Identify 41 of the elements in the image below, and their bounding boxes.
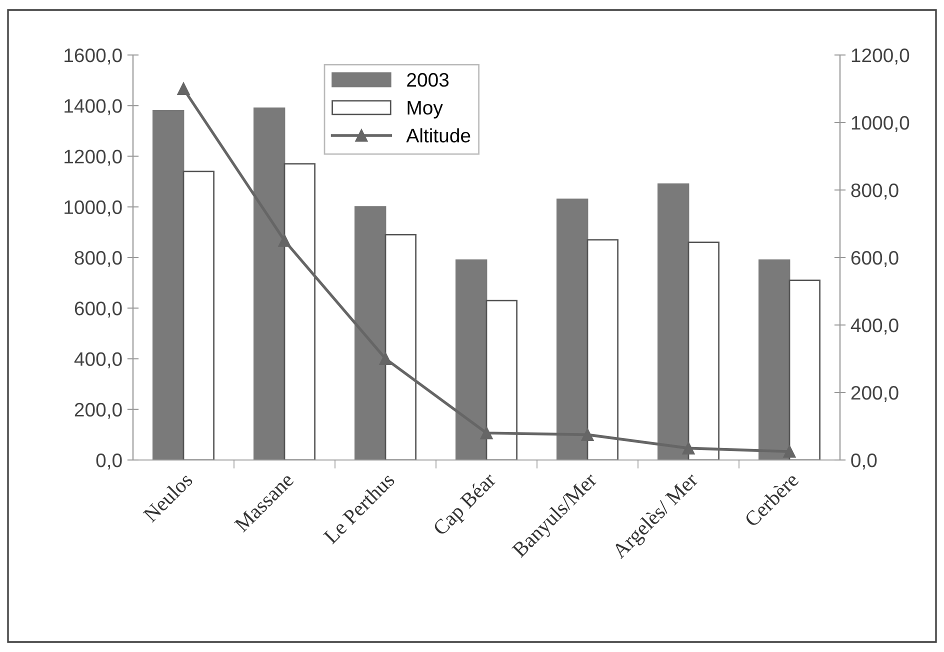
- y-tick-label: 600,0: [74, 302, 122, 318]
- y2-tick-label: 0,0: [851, 453, 877, 470]
- point: [581, 428, 594, 441]
- y2-tick-label: 600,0: [851, 250, 898, 268]
- point: [177, 82, 190, 95]
- point: [783, 445, 796, 458]
- y-tick-label: 1600,0: [64, 48, 122, 65]
- legend-label: Moy: [408, 101, 443, 118]
- bar: [284, 163, 316, 460]
- bar: [788, 280, 820, 460]
- bar: [384, 234, 416, 460]
- y-tick-label: 1000,0: [64, 200, 122, 216]
- y2-tick-label: 800,0: [851, 183, 898, 200]
- y-tick-label: 800,0: [74, 250, 122, 268]
- point: [682, 442, 695, 454]
- legend-label: Altitude: [406, 128, 470, 142]
- legend-label: 2003: [407, 73, 449, 87]
- bar: [152, 110, 184, 460]
- y-tick-label: 0,0: [96, 453, 122, 470]
- bar: [556, 198, 588, 460]
- bar: [688, 242, 720, 460]
- y2-tick-label: 1200,0: [852, 48, 910, 65]
- bar: [758, 259, 790, 460]
- bar: [658, 183, 690, 460]
- point: [480, 426, 493, 440]
- x-tick-label: Cap Béar: [432, 471, 500, 540]
- bar: [354, 206, 386, 460]
- y-tick-label: 400,0: [74, 352, 122, 368]
- y-tick-label: 1200,0: [64, 150, 122, 166]
- y-tick-label: 1400,0: [64, 99, 122, 116]
- y2-tick-label: 400,0: [850, 318, 898, 335]
- point: [379, 352, 392, 365]
- y2-tick-label: 1000,0: [852, 116, 910, 132]
- bar: [254, 107, 286, 460]
- bar: [586, 239, 618, 460]
- y-tick-label: 200,0: [74, 402, 122, 419]
- bar: [486, 300, 518, 460]
- point: [278, 234, 291, 247]
- bar: [456, 259, 488, 460]
- y2-tick-label: 200,0: [851, 386, 898, 402]
- bar: [182, 170, 214, 460]
